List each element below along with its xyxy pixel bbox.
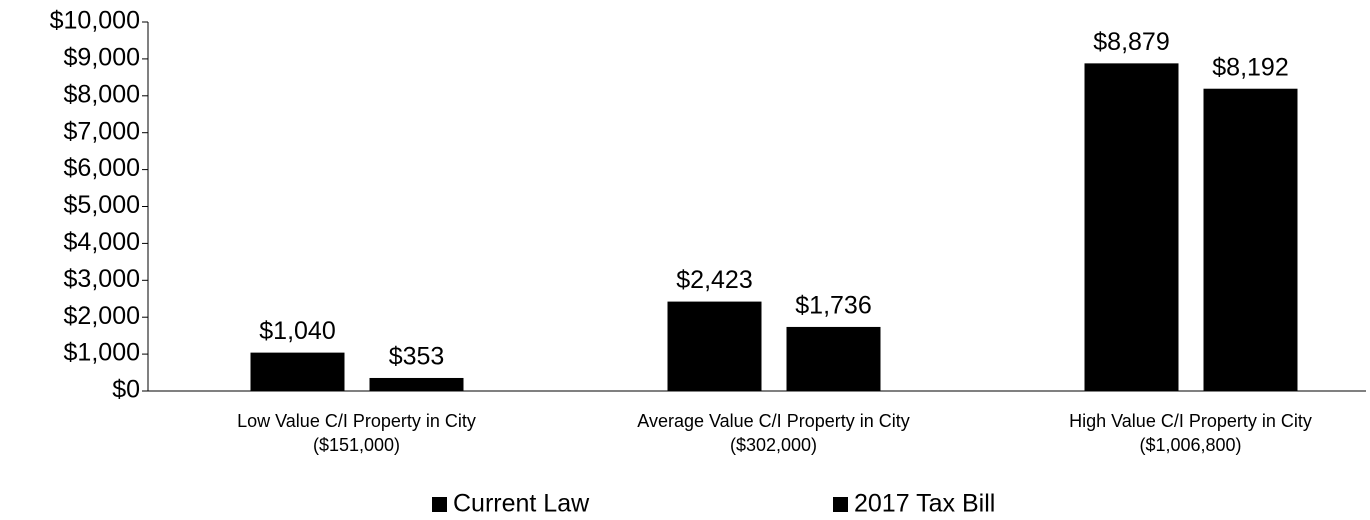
y-tick-label: $0 xyxy=(112,376,140,404)
data-label: $1,736 xyxy=(795,292,871,320)
data-label: $2,423 xyxy=(676,266,752,294)
y-tick-label: $6,000 xyxy=(64,154,140,182)
x-tick-label-line: High Value C/I Property in City xyxy=(1069,411,1312,431)
y-tick-label: $3,000 xyxy=(64,265,140,293)
data-label: $1,040 xyxy=(259,317,335,345)
y-tick-label: $1,000 xyxy=(64,339,140,367)
y-tick-label: $4,000 xyxy=(64,228,140,256)
data-label: $8,192 xyxy=(1212,53,1288,81)
bar xyxy=(1203,88,1298,391)
y-tick-label: $5,000 xyxy=(64,191,140,219)
x-tick-label: Low Value C/I Property in City ($151,000) xyxy=(237,411,476,455)
x-tick-label: High Value C/I Property in City ($1,006,8… xyxy=(1069,411,1312,455)
bar xyxy=(1084,63,1179,391)
x-tick-label-line: Average Value C/I Property in City xyxy=(637,411,909,431)
legend-swatch xyxy=(432,497,447,512)
x-tick-label-line: Low Value C/I Property in City xyxy=(237,411,476,431)
legend-swatch xyxy=(833,497,848,512)
legend-label: Current Law xyxy=(453,490,590,518)
bar xyxy=(250,352,345,391)
y-tick-label: $8,000 xyxy=(64,80,140,108)
data-label: $353 xyxy=(389,343,445,371)
bar xyxy=(667,301,762,391)
y-tick-label: $9,000 xyxy=(64,44,140,72)
x-tick-label: Average Value C/I Property in City ($302,… xyxy=(637,411,909,455)
y-tick-label: $10,000 xyxy=(50,7,140,35)
legend-label: 2017 Tax Bill xyxy=(854,490,995,518)
x-tick-label-line: ($1,006,800) xyxy=(1139,435,1241,455)
y-tick-label: $7,000 xyxy=(64,117,140,145)
bar xyxy=(786,326,881,391)
data-label: $8,879 xyxy=(1093,28,1169,56)
x-tick-label-line: ($151,000) xyxy=(313,435,400,455)
bar xyxy=(369,377,464,391)
x-tick-label-line: ($302,000) xyxy=(730,435,817,455)
y-tick-label: $2,000 xyxy=(64,302,140,330)
